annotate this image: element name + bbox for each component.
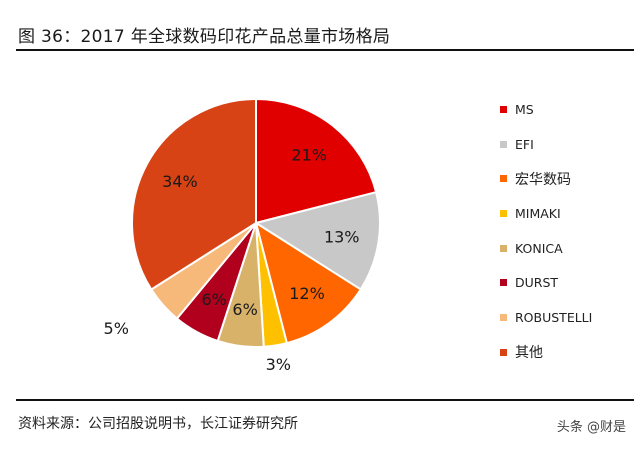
legend-label: KONICA	[515, 240, 563, 256]
pie-slice-3	[254, 220, 363, 345]
source-note: 资料来源：公司招股说明书，长江证券研究所	[18, 416, 298, 432]
legend-label: MIMAKI	[515, 205, 561, 221]
legend-item-7: ROBUSTELLI	[500, 300, 592, 335]
data-label-6: 6%	[201, 290, 226, 309]
data-label-4: 3%	[266, 355, 291, 374]
legend-item-3: 宏华数码	[500, 161, 592, 196]
legend-swatch	[500, 175, 507, 183]
legend-swatch	[500, 105, 507, 113]
legend-item-5: KONICA	[500, 231, 592, 266]
legend-swatch	[500, 279, 507, 287]
legend-swatch	[500, 313, 507, 321]
data-label-5: 6%	[232, 300, 257, 319]
legend: MS EFI 宏华数码 MIMAKI KONICA DURST ROBUSTELLI 其他	[500, 92, 592, 370]
legend-label: ROBUSTELLI	[515, 309, 593, 325]
legend-item-8: 其他	[500, 335, 592, 370]
legend-item-2: EFI	[500, 127, 592, 162]
legend-label: MS	[515, 101, 534, 117]
legend-label: 宏华数码	[515, 171, 571, 188]
legend-label: EFI	[515, 136, 534, 152]
watermark: 头条 @财是	[556, 420, 626, 435]
data-label-2: 13%	[324, 228, 360, 247]
pie-slice-1	[255, 97, 378, 225]
chart-title: 图 36：2017 年全球数码印花产品总量市场格局	[18, 27, 391, 47]
data-label-8: 34%	[162, 172, 198, 191]
data-label-7: 5%	[104, 319, 129, 338]
legend-swatch	[500, 140, 507, 148]
legend-swatch	[500, 244, 507, 252]
legend-item-1: MS	[500, 92, 592, 127]
legend-swatch	[500, 348, 507, 356]
data-label-3: 12%	[289, 284, 325, 303]
footer-rule	[16, 399, 634, 401]
legend-label: 其他	[515, 345, 543, 362]
pie-slice-8	[131, 97, 257, 291]
legend-item-4: MIMAKI	[500, 196, 592, 231]
pie-slice-2	[253, 190, 381, 291]
data-label-1: 21%	[291, 145, 327, 164]
legend-swatch	[500, 209, 507, 217]
legend-item-6: DURST	[500, 265, 592, 300]
legend-label: DURST	[515, 275, 559, 291]
title-rule	[16, 49, 634, 51]
